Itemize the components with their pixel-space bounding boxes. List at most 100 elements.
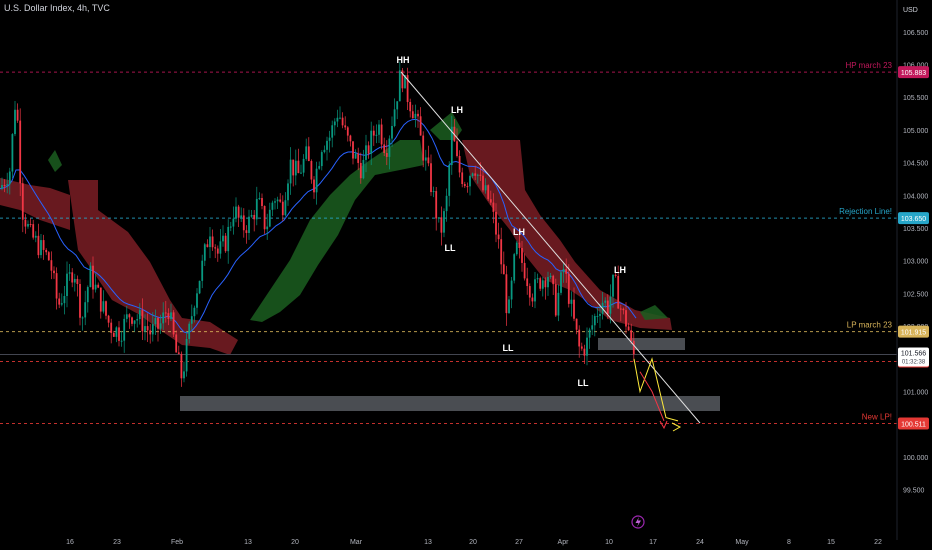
candle (344, 125, 347, 128)
level-badge (898, 417, 929, 430)
time-tick: 23 (113, 539, 121, 546)
candle (263, 205, 266, 230)
price-tick: 102.500 (903, 291, 928, 298)
candle (279, 199, 282, 202)
candle (492, 202, 495, 212)
candle (484, 185, 487, 191)
price-tick: 99.500 (903, 488, 925, 495)
candle (437, 217, 440, 219)
candle (151, 324, 154, 335)
candle (414, 113, 417, 119)
demand-zone (180, 396, 720, 411)
structure-label: LL (578, 378, 589, 388)
candle (417, 113, 419, 117)
candle (523, 262, 526, 279)
candle (580, 346, 583, 349)
candle (632, 340, 635, 355)
current-price-badge (898, 347, 929, 367)
candle (614, 274, 617, 276)
candle (47, 252, 50, 261)
candle (131, 317, 133, 324)
candle (448, 165, 451, 196)
candle (53, 270, 55, 274)
candle (404, 75, 406, 89)
level-badge (898, 212, 929, 225)
candle (333, 121, 336, 126)
time-tick: 10 (605, 539, 613, 546)
candle (552, 275, 555, 285)
candle (406, 75, 409, 102)
candle (289, 159, 292, 184)
candle (461, 172, 464, 185)
candle (206, 244, 209, 248)
candle (162, 312, 165, 324)
time-tick: 20 (469, 539, 477, 546)
level-badge-value: 101.915 (901, 330, 926, 337)
candle (536, 278, 539, 280)
candle (222, 235, 224, 242)
price-tick: 106.000 (903, 62, 928, 69)
candle (547, 277, 549, 288)
candle (487, 185, 490, 200)
candle (185, 338, 188, 372)
candle (300, 172, 302, 174)
time-tick: 20 (291, 539, 299, 546)
current-price-value: 101.566 (901, 350, 926, 357)
candle (534, 279, 536, 302)
time-tick: 15 (827, 539, 835, 546)
level-badge (898, 66, 929, 79)
candle (367, 145, 370, 154)
candle (63, 296, 66, 304)
cloud-segment (0, 178, 70, 230)
candle (105, 301, 107, 316)
level-badge-value: 103.650 (901, 216, 926, 223)
price-tick: 106.500 (903, 30, 928, 37)
candle (588, 329, 591, 338)
candle (383, 144, 386, 153)
candle (515, 242, 518, 255)
candle (29, 224, 32, 226)
candle (482, 175, 484, 191)
candle (370, 130, 373, 154)
candle (385, 152, 388, 157)
time-tick: 24 (696, 539, 704, 546)
candle (297, 160, 300, 174)
candle (242, 215, 245, 231)
candle (398, 70, 401, 102)
candle (378, 124, 380, 135)
candle (560, 272, 562, 293)
candle (352, 141, 354, 159)
candle (99, 287, 102, 312)
candle (401, 70, 404, 89)
candle (476, 174, 479, 176)
structure-label: LH (614, 265, 626, 275)
candle (21, 183, 24, 220)
candle (445, 195, 448, 212)
candle (284, 200, 287, 216)
price-tick: 101.000 (903, 389, 928, 396)
candle (422, 135, 425, 161)
candle (593, 316, 596, 326)
support-zones (180, 338, 720, 411)
lightning-icon[interactable] (631, 515, 645, 529)
candle (596, 315, 599, 317)
candle (164, 312, 167, 314)
candle (79, 284, 81, 318)
candle (513, 254, 516, 281)
candle (214, 247, 217, 249)
time-tick: Feb (171, 539, 183, 546)
cloud-segment (48, 150, 62, 172)
candle (619, 308, 622, 310)
candle (73, 278, 76, 283)
candle (118, 327, 120, 341)
candle (203, 244, 206, 261)
candle (500, 239, 503, 265)
candle (196, 293, 198, 308)
candle (471, 173, 474, 177)
candle (435, 191, 438, 219)
countdown-timer: 01:32:38 (902, 359, 926, 365)
candle (313, 179, 315, 193)
time-axis: 16 23 Feb 13 20 Mar 13 20 27 Apr 10 17 24 May 8 15 22 (66, 539, 882, 546)
candle (219, 241, 222, 254)
